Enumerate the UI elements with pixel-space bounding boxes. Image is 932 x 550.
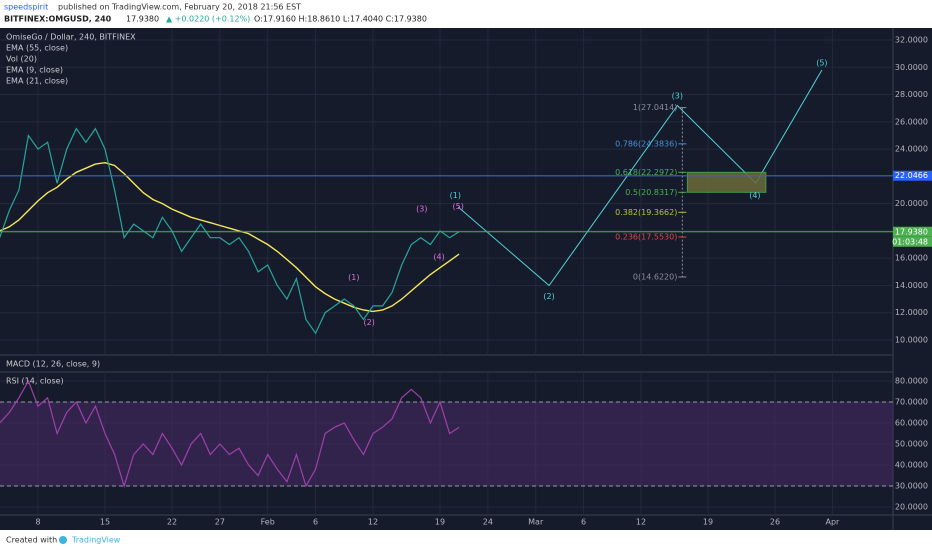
rsi-band <box>0 402 893 487</box>
price-tag-label: 22.0466 <box>895 171 928 180</box>
published: published on TradingView.com, February 2… <box>58 3 301 12</box>
y-tick-label: 32.0000 <box>895 36 928 45</box>
x-tick-label: 19 <box>435 518 445 527</box>
price-line <box>0 379 460 489</box>
y-tick-label: 12.0000 <box>895 308 928 317</box>
wave-label: (5) <box>816 59 827 68</box>
brand[interactable]: TradingView <box>71 536 121 545</box>
fib-label: 0.5(20.8317) <box>625 188 677 197</box>
y-tick-label: 30.0000 <box>895 63 928 72</box>
y-tick-label: 20.0000 <box>895 199 928 208</box>
created-with: Created with <box>6 536 57 545</box>
y-tick-label: 30.0000 <box>895 482 928 491</box>
y-tick-label: 20.0000 <box>895 503 928 512</box>
y-tick-label: 60.0000 <box>895 419 928 428</box>
y-tick-label: 24.0000 <box>895 145 928 154</box>
price-line <box>0 127 460 335</box>
y-tick-label: 40.0000 <box>895 461 928 470</box>
x-tick-label: 27 <box>215 518 225 527</box>
x-tick-label: 12 <box>368 518 378 527</box>
timer-tag <box>893 236 932 247</box>
target-zone <box>686 171 767 193</box>
price-tag <box>893 170 932 181</box>
pane-title: MACD (12, 26, close, 9) <box>6 360 100 369</box>
fib-label: 0.382(19.3662) <box>615 208 677 217</box>
y-tick-label: 70.0000 <box>895 398 928 407</box>
x-tick-label: 19 <box>703 518 713 527</box>
projection-line <box>457 69 823 287</box>
y-tick-label: 80.0000 <box>895 377 928 386</box>
wave-label: (1) <box>450 191 461 200</box>
fib-label: 0(14.6220) <box>633 272 677 281</box>
x-tick-label: 6 <box>313 518 318 527</box>
fib-label: 0.786(24.3836) <box>615 139 677 148</box>
plot: 10.000012.000014.000016.000018.000020.00… <box>0 28 932 527</box>
fib-label: 0.618(22.2972) <box>615 168 677 177</box>
x-tick-label: 15 <box>100 518 110 527</box>
x-tick-label: 26 <box>770 518 780 527</box>
x-tick-label: 22 <box>167 518 177 527</box>
x-tick-label: Feb <box>261 518 275 527</box>
y-tick-label: 50.0000 <box>895 440 928 449</box>
x-tick-label: Mar <box>528 518 544 527</box>
pane-title: RSI (14, close) <box>6 377 64 386</box>
y-tick-label: 14.0000 <box>895 281 928 290</box>
fib-label: 1(27.0414) <box>633 103 677 112</box>
logo <box>59 536 67 544</box>
legend-entry: EMA (9, close) <box>6 66 63 75</box>
x-tick-label: 24 <box>483 518 493 527</box>
x-tick-label: Apr <box>825 518 840 527</box>
author[interactable]: speedspirit <box>4 3 48 12</box>
pane-title: OmiseGo / Dollar, 240, BITFINEX <box>6 33 136 42</box>
ohlc: O:17.9160 H:18.8610 L:17.4040 C:17.9380 <box>254 15 427 24</box>
wave-label: (2) <box>543 292 554 301</box>
legend-entry: EMA (55, close) <box>6 44 68 53</box>
ema-line <box>0 161 460 313</box>
wave-label: (3) <box>416 205 427 214</box>
timer-label: 01:03:48 <box>892 237 928 246</box>
wave-label: (2) <box>363 318 374 327</box>
legend-entry: Vol (20) <box>6 55 37 64</box>
y-tick-label: 10.0000 <box>895 336 928 345</box>
wave-label: (4) <box>433 252 444 261</box>
legend-entry: EMA (21, close) <box>6 77 68 86</box>
y-tick-label: 16.0000 <box>895 254 928 263</box>
price-tag <box>893 226 932 237</box>
wave-label: (3) <box>672 91 683 100</box>
wave-label: (5) <box>453 202 464 211</box>
header-bg <box>0 0 932 28</box>
y-tick-label: 28.0000 <box>895 90 928 99</box>
x-tick-label: 6 <box>581 518 586 527</box>
y-tick-label: 26.0000 <box>895 117 928 126</box>
wave-label: (1) <box>348 273 359 282</box>
footer-bg <box>0 530 932 550</box>
wave-label: (4) <box>749 191 760 200</box>
price-tag-label: 17.9380 <box>895 227 928 236</box>
fib-label: 0.236(17.5530) <box>615 233 677 242</box>
change: ▲ +0.0220 (+0.12%) <box>166 15 250 24</box>
x-tick-label: 8 <box>35 518 40 527</box>
last-price: 17.9380 <box>126 15 159 24</box>
x-tick-label: 12 <box>636 518 646 527</box>
symbol: BITFINEX:OMGUSD, 240 <box>4 15 112 24</box>
